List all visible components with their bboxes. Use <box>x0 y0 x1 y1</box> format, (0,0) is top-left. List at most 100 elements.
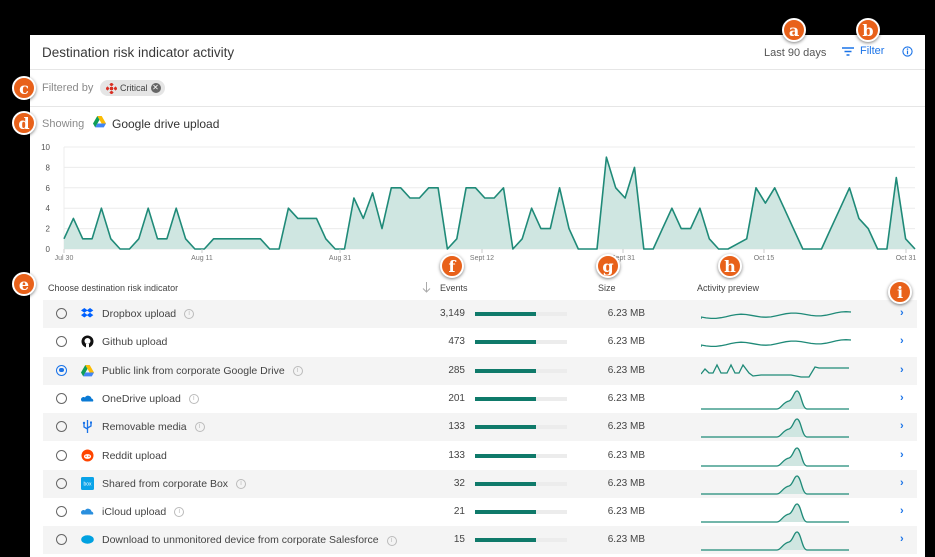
chevron-right-icon[interactable]: › <box>900 420 904 433</box>
table-row[interactable]: Public link from corporate Google Drive i… <box>43 356 917 385</box>
svg-text:Jul 30: Jul 30 <box>55 255 74 262</box>
showing-label: Showing <box>42 118 85 130</box>
google-drive-icon <box>93 116 106 128</box>
table-row[interactable]: box Shared from corporate Box i 32 6.23 M… <box>43 469 917 500</box>
callout-marker-f: f <box>440 254 464 278</box>
row-radio[interactable] <box>56 308 67 319</box>
row-name: Shared from corporate Box i <box>102 478 247 490</box>
row-name: OneDrive upload i <box>102 393 199 405</box>
activity-sparkline <box>701 445 851 472</box>
info-icon[interactable]: i <box>188 394 199 405</box>
table-row[interactable]: Removable media i 133 6.23 MB › <box>43 413 917 443</box>
info-icon[interactable]: i <box>184 309 195 320</box>
events-bar-fill <box>475 510 536 515</box>
row-name: Removable media i <box>102 421 205 433</box>
callout-marker-d: d <box>12 111 36 135</box>
activity-sparkline <box>700 331 852 358</box>
row-radio[interactable] <box>56 506 67 518</box>
activity-sparkline <box>701 388 851 415</box>
svg-text:4: 4 <box>46 204 51 213</box>
filtered-by-label: Filtered by <box>42 82 94 94</box>
row-events: 21 <box>453 506 465 518</box>
svg-text:8: 8 <box>46 163 51 172</box>
svg-text:2: 2 <box>46 225 51 234</box>
chevron-right-icon[interactable]: › <box>900 505 904 518</box>
activity-sparkline <box>701 416 851 443</box>
chevron-right-icon[interactable]: › <box>900 391 904 404</box>
filter-button[interactable]: Filter <box>842 45 884 57</box>
filter-label: Filter <box>860 45 885 57</box>
chevron-right-icon[interactable]: › <box>900 307 904 319</box>
chip-remove-icon[interactable]: ✕ <box>150 83 161 93</box>
table-row[interactable]: Dropbox upload i 3,149 6.23 MB › <box>43 300 917 328</box>
row-events: 285 <box>448 364 465 376</box>
table-row[interactable]: Download to unmonitored device from corp… <box>43 526 917 555</box>
callout-marker-e: e <box>12 272 36 296</box>
callout-marker-b: b <box>856 18 880 42</box>
row-radio[interactable] <box>56 534 67 546</box>
callout-marker-i: i <box>888 280 912 304</box>
row-events: 133 <box>448 421 465 433</box>
info-icon[interactable]: i <box>236 479 247 490</box>
column-header-size[interactable]: Size <box>598 283 616 293</box>
svg-text:0: 0 <box>46 245 51 254</box>
table-row[interactable]: OneDrive upload i 201 6.23 MB › <box>43 385 917 413</box>
events-bar <box>475 425 567 430</box>
row-size: 6.23 MB <box>607 506 645 518</box>
row-size: 6.23 MB <box>607 477 645 489</box>
table-row[interactable]: Reddit upload 133 6.23 MB › <box>43 442 917 470</box>
row-radio[interactable] <box>56 449 67 461</box>
row-radio[interactable] <box>56 392 67 404</box>
showing-name: Google drive upload <box>112 117 220 131</box>
row-events: 15 <box>453 534 465 546</box>
google-drive-icon <box>81 364 94 377</box>
chevron-right-icon[interactable]: › <box>900 448 904 461</box>
row-radio[interactable] <box>56 364 67 376</box>
chevron-right-icon[interactable]: › <box>900 363 904 376</box>
github-icon <box>81 335 94 349</box>
filter-chip-critical[interactable]: Critical ✕ <box>100 80 165 96</box>
sort-down-arrow-icon[interactable] <box>422 282 431 293</box>
info-icon[interactable] <box>902 46 913 57</box>
events-bar-fill <box>475 481 536 486</box>
info-icon[interactable]: i <box>386 535 397 546</box>
row-events: 133 <box>448 449 465 461</box>
callout-marker-g: g <box>596 254 620 278</box>
date-range-label[interactable]: Last 90 days <box>764 47 827 59</box>
table-row[interactable]: Github upload 473 6.23 MB › <box>43 328 917 356</box>
svg-text:Sept 31: Sept 31 <box>611 255 635 262</box>
filter-icon <box>842 46 854 56</box>
table-row[interactable]: iCloud upload i 21 6.23 MB › <box>43 498 917 526</box>
info-icon[interactable]: i <box>174 507 185 518</box>
info-icon[interactable]: i <box>194 422 205 433</box>
events-bar <box>475 510 567 515</box>
chevron-right-icon[interactable]: › <box>900 476 904 489</box>
svg-text:10: 10 <box>41 143 50 152</box>
info-icon[interactable]: i <box>292 365 303 376</box>
row-radio[interactable] <box>56 336 67 348</box>
row-name: Reddit upload <box>102 449 167 462</box>
column-header-events[interactable]: Events <box>440 283 468 293</box>
row-events: 473 <box>448 336 465 348</box>
chevron-right-icon[interactable]: › <box>900 335 904 348</box>
chevron-right-icon[interactable]: › <box>900 533 904 546</box>
row-size: 6.23 MB <box>607 392 645 404</box>
events-bar-fill <box>475 312 536 316</box>
callout-marker-a: a <box>782 18 806 42</box>
events-bar <box>475 368 567 373</box>
events-bar <box>475 453 567 458</box>
icloud-icon <box>81 505 94 518</box>
row-radio[interactable] <box>56 421 67 433</box>
row-size: 6.23 MB <box>607 534 645 546</box>
column-header-activity: Activity preview <box>697 283 760 293</box>
svg-text:Sept 12: Sept 12 <box>470 255 494 262</box>
events-bar-fill <box>475 453 536 458</box>
svg-text:box: box <box>83 481 92 487</box>
risk-indicator-panel: Destination risk indicator activity Last… <box>30 35 925 557</box>
activity-sparkline <box>701 473 851 500</box>
events-bar-fill <box>475 538 536 543</box>
row-radio[interactable] <box>56 477 67 489</box>
callout-marker-c: c <box>12 76 36 100</box>
onedrive-icon <box>81 392 94 405</box>
reddit-icon <box>81 449 94 462</box>
